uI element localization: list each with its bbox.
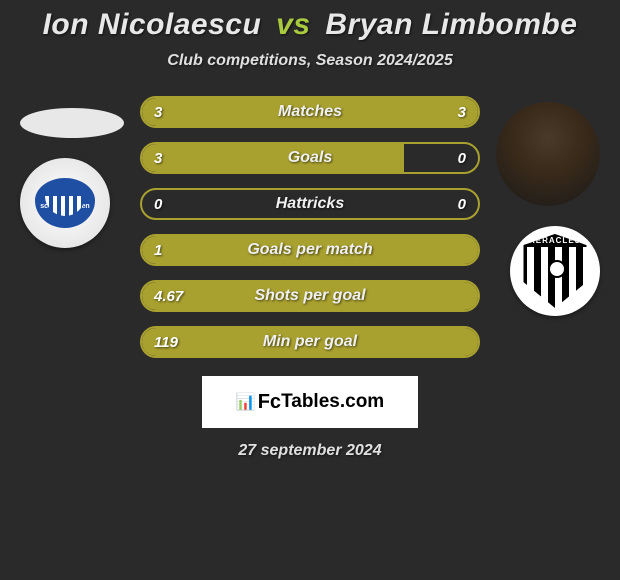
- player2-club-badge: [510, 226, 600, 316]
- stat-row: Matches33: [140, 96, 480, 128]
- stat-fill-left: [142, 144, 404, 172]
- brand-rest: Tables.com: [281, 391, 384, 413]
- footer-date: 27 september 2024: [238, 442, 381, 460]
- brand-badge: 📊 FcTables.com: [202, 376, 418, 428]
- comparison-body: sc Heerenveen Matches33Goals30Hattricks0…: [0, 96, 620, 358]
- stat-row: Shots per goal4.67: [140, 280, 480, 312]
- player2-column: [486, 96, 606, 316]
- player1-club-badge: sc Heerenveen: [20, 158, 110, 248]
- stat-bars: Matches33Goals30Hattricks00Goals per mat…: [134, 96, 486, 358]
- chart-icon: 📊: [236, 392, 256, 412]
- stat-label: Hattricks: [142, 195, 478, 213]
- brand-fc: Fc: [258, 391, 281, 414]
- stat-fill-left: [142, 98, 310, 126]
- stat-value-left: 0: [154, 196, 162, 213]
- comparison-card: Ion Nicolaescu vs Bryan Limbombe Club co…: [0, 0, 620, 460]
- stat-fill-right: [310, 98, 478, 126]
- player2-avatar: [496, 102, 600, 206]
- stat-value-right: 0: [458, 150, 466, 167]
- heracles-shield: [520, 234, 590, 308]
- title-player1: Ion Nicolaescu: [43, 8, 262, 41]
- player1-column: sc Heerenveen: [14, 96, 134, 248]
- stat-row: Min per goal119: [140, 326, 480, 358]
- stat-fill-left: [142, 328, 478, 356]
- subtitle: Club competitions, Season 2024/2025: [167, 52, 452, 70]
- stat-row: Goals per match1: [140, 234, 480, 266]
- stat-fill-left: [142, 282, 478, 310]
- stat-fill-left: [142, 236, 478, 264]
- stat-row: Hattricks0 0: [140, 188, 480, 220]
- stat-row: Goals30: [140, 142, 480, 174]
- title-vs: vs: [276, 8, 310, 41]
- stat-value-right: 0: [458, 196, 466, 213]
- heerenveen-badge-inner: sc Heerenveen: [35, 178, 95, 228]
- title: Ion Nicolaescu vs Bryan Limbombe: [43, 8, 578, 42]
- title-player2: Bryan Limbombe: [325, 8, 577, 41]
- player1-avatar: [20, 108, 124, 138]
